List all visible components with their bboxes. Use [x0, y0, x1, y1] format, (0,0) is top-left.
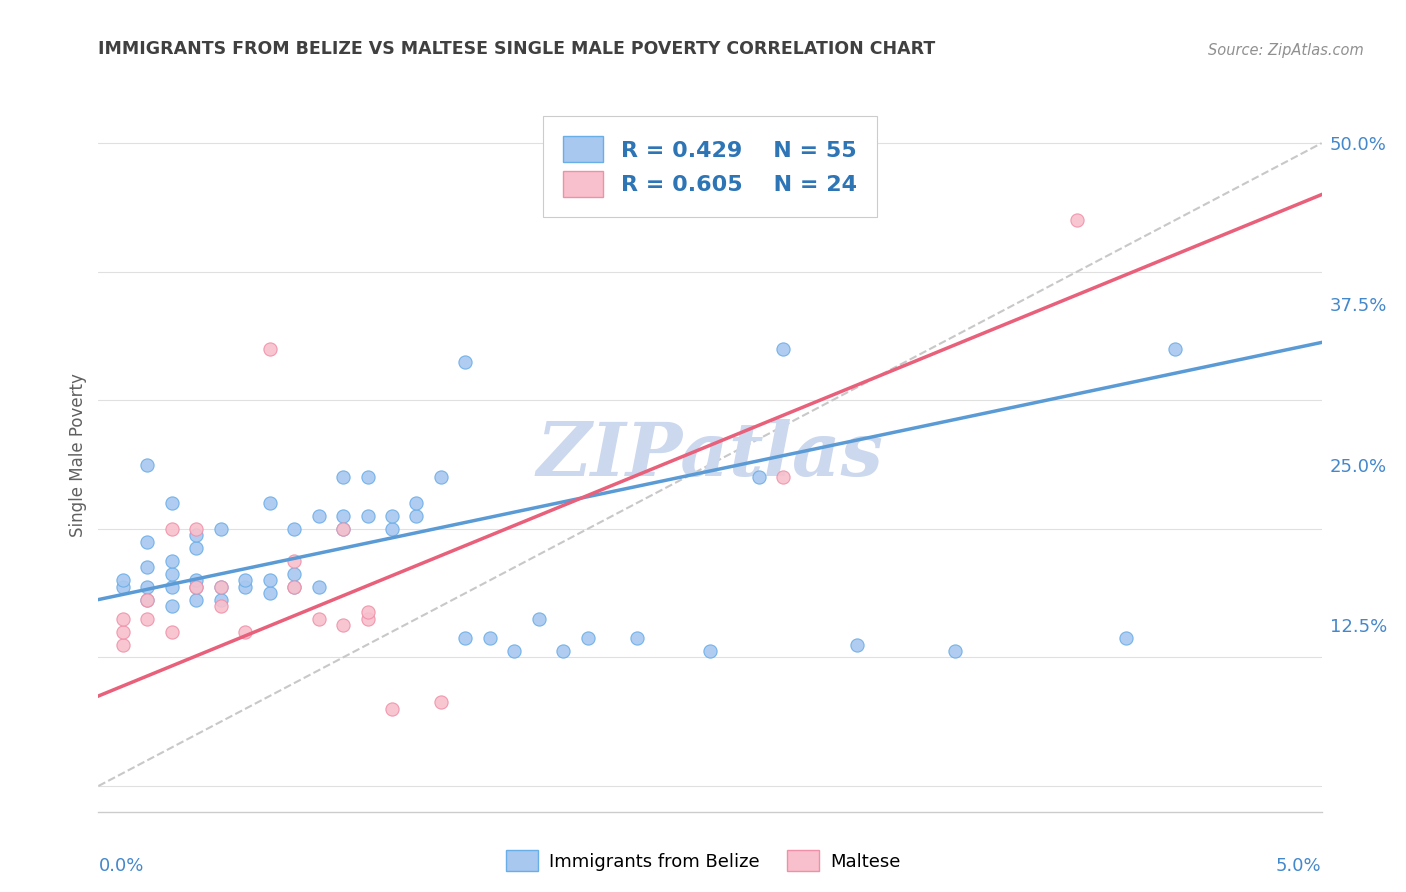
- Point: [136, 592, 159, 607]
- Point: [845, 638, 868, 652]
- Point: [283, 566, 305, 581]
- Point: [136, 560, 159, 574]
- Point: [209, 599, 232, 613]
- Point: [772, 470, 794, 484]
- Point: [136, 458, 159, 472]
- Point: [943, 644, 966, 658]
- Point: [111, 580, 134, 594]
- Point: [1066, 213, 1088, 227]
- Point: [233, 624, 256, 639]
- Point: [160, 580, 183, 594]
- Point: [186, 528, 208, 542]
- Point: [283, 554, 305, 568]
- Point: [748, 470, 770, 484]
- Point: [160, 554, 183, 568]
- Point: [259, 586, 281, 600]
- Point: [186, 522, 208, 536]
- Point: [1115, 631, 1137, 645]
- Point: [308, 508, 330, 523]
- Point: [136, 592, 159, 607]
- Point: [186, 541, 208, 556]
- Point: [356, 470, 378, 484]
- Point: [233, 580, 256, 594]
- Point: [209, 580, 232, 594]
- Point: [186, 574, 208, 588]
- Point: [356, 508, 378, 523]
- Point: [332, 508, 354, 523]
- Point: [283, 580, 305, 594]
- Point: [160, 496, 183, 510]
- Point: [356, 606, 378, 620]
- Point: [699, 644, 721, 658]
- Point: [111, 638, 134, 652]
- Point: [332, 618, 354, 632]
- Point: [259, 496, 281, 510]
- Point: [381, 522, 404, 536]
- Point: [160, 599, 183, 613]
- Point: [381, 702, 404, 716]
- Point: [430, 470, 453, 484]
- Point: [186, 580, 208, 594]
- Point: [233, 574, 256, 588]
- Point: [111, 624, 134, 639]
- Point: [259, 574, 281, 588]
- Text: ZIPatlas: ZIPatlas: [537, 418, 883, 491]
- Point: [454, 354, 477, 368]
- Point: [160, 522, 183, 536]
- Point: [283, 580, 305, 594]
- Point: [332, 522, 354, 536]
- Point: [186, 592, 208, 607]
- Legend: Immigrants from Belize, Maltese: Immigrants from Belize, Maltese: [498, 843, 908, 879]
- Point: [136, 534, 159, 549]
- Point: [430, 695, 453, 709]
- Point: [576, 631, 599, 645]
- Y-axis label: Single Male Poverty: Single Male Poverty: [69, 373, 87, 537]
- Point: [136, 612, 159, 626]
- Point: [626, 631, 648, 645]
- Point: [332, 470, 354, 484]
- Point: [111, 612, 134, 626]
- Text: Source: ZipAtlas.com: Source: ZipAtlas.com: [1208, 43, 1364, 58]
- Point: [332, 522, 354, 536]
- Text: IMMIGRANTS FROM BELIZE VS MALTESE SINGLE MALE POVERTY CORRELATION CHART: IMMIGRANTS FROM BELIZE VS MALTESE SINGLE…: [98, 40, 935, 58]
- Point: [478, 631, 501, 645]
- Point: [553, 644, 575, 658]
- Text: 5.0%: 5.0%: [1277, 856, 1322, 875]
- Point: [209, 592, 232, 607]
- Point: [381, 508, 404, 523]
- Point: [405, 508, 427, 523]
- Point: [283, 522, 305, 536]
- Point: [1164, 342, 1187, 356]
- Legend: R = 0.429    N = 55, R = 0.605    N = 24: R = 0.429 N = 55, R = 0.605 N = 24: [543, 116, 877, 217]
- Point: [111, 574, 134, 588]
- Point: [160, 624, 183, 639]
- Point: [308, 580, 330, 594]
- Point: [503, 644, 526, 658]
- Point: [527, 612, 550, 626]
- Point: [259, 342, 281, 356]
- Point: [308, 612, 330, 626]
- Point: [356, 612, 378, 626]
- Point: [209, 522, 232, 536]
- Point: [209, 580, 232, 594]
- Point: [454, 631, 477, 645]
- Point: [186, 580, 208, 594]
- Point: [136, 580, 159, 594]
- Point: [405, 496, 427, 510]
- Point: [160, 566, 183, 581]
- Text: 0.0%: 0.0%: [98, 856, 143, 875]
- Point: [772, 342, 794, 356]
